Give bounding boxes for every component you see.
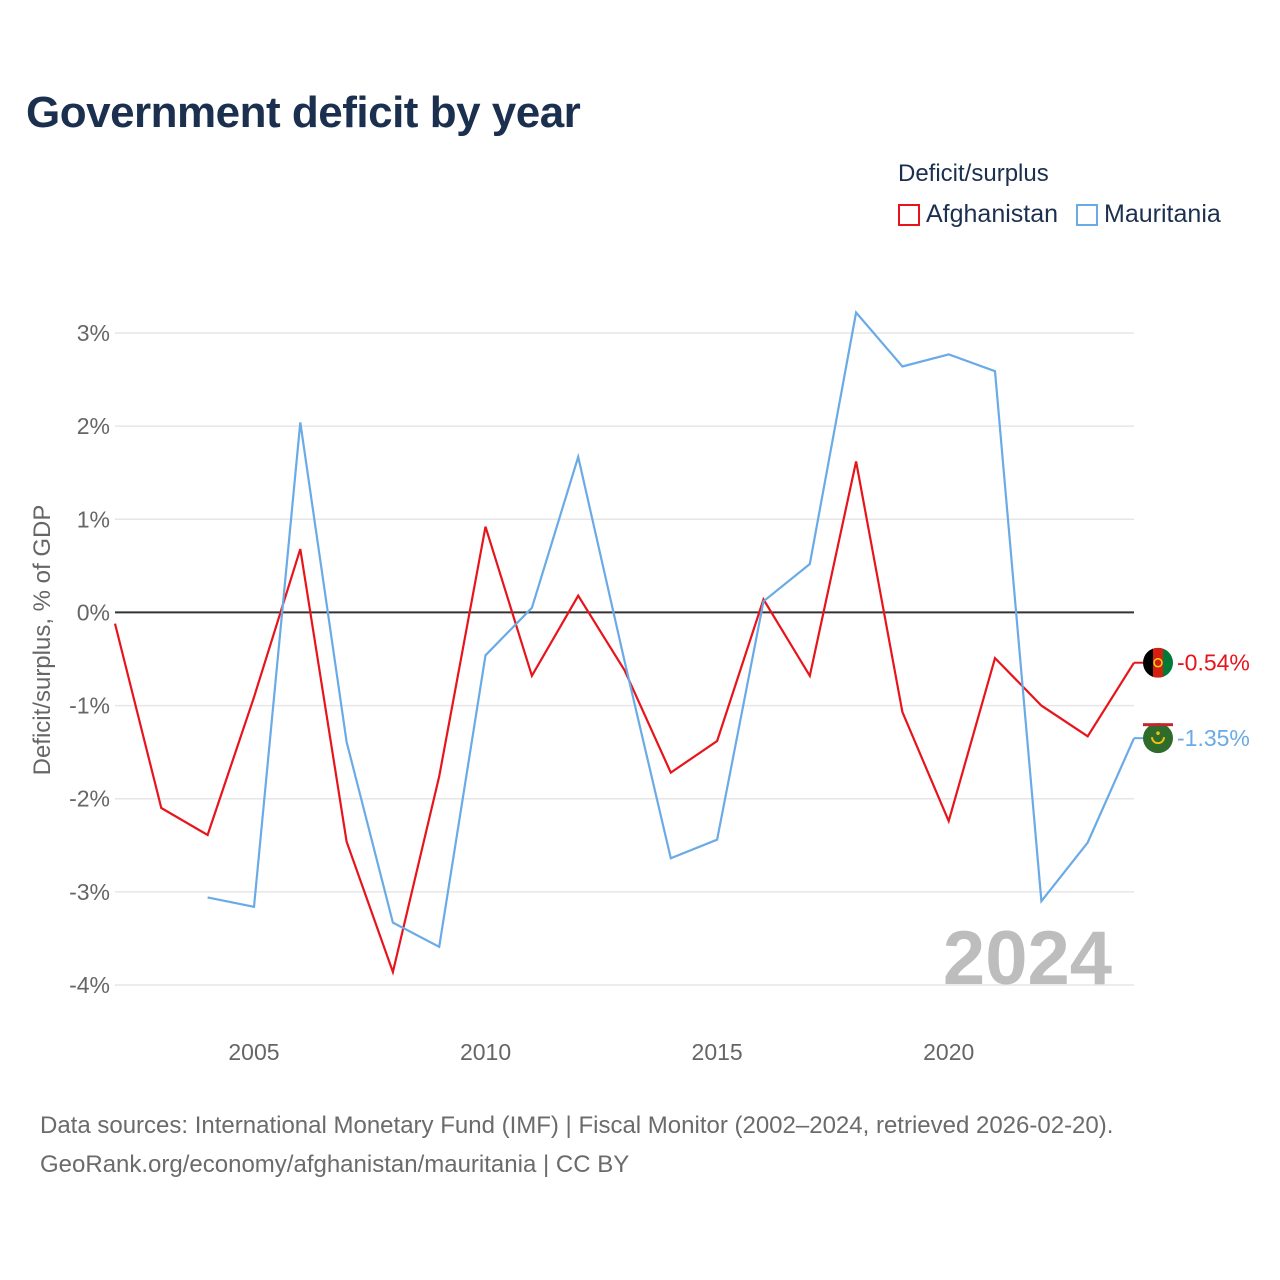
footer: Data sources: International Monetary Fun… [40, 1106, 1113, 1184]
legend-label-afghanistan: Afghanistan [926, 200, 1059, 228]
data-source-note: Data sources: International Monetary Fun… [40, 1112, 1114, 1139]
legend-swatch-afghanistan [898, 203, 920, 226]
y-tick-label: 2% [77, 413, 110, 439]
end-value-label-afghanistan: -0.54% [1177, 650, 1250, 676]
legend-label-mauritania: Mauritania [1104, 200, 1221, 228]
legend-item-afghanistan[interactable]: Afghanistan [898, 200, 1058, 229]
legend-swatch-mauritania [1076, 203, 1099, 226]
series-lines [113, 310, 1136, 976]
y-tick-label: -1% [69, 693, 110, 719]
chart-title: Government deficit by year [26, 88, 581, 137]
legend-item-mauritania[interactable]: Mauritania [1076, 200, 1221, 229]
legend-title: Deficit/surplus [898, 160, 1049, 187]
flag-icon-afghanistan [1143, 647, 1173, 678]
y-tick-label: -2% [69, 786, 110, 812]
x-tick-label: 2020 [923, 1039, 974, 1065]
gridlines [115, 332, 1134, 986]
y-tick-label: 1% [77, 506, 110, 532]
y-tick-label: 3% [77, 320, 110, 346]
y-tick-label: 0% [77, 599, 110, 625]
y-tick-label: -3% [69, 879, 110, 905]
x-tick-label: 2010 [460, 1039, 511, 1065]
series-line-mauritania [207, 310, 1136, 949]
y-axis: 3% 2% 1% 0% -1% -2% -3% -4% [69, 320, 110, 998]
series-line-afghanistan [113, 461, 1135, 976]
series-end-markers: -0.54% -1.35% [1134, 647, 1250, 754]
flag-icon-mauritania [1143, 723, 1173, 754]
x-tick-label: 2005 [228, 1039, 279, 1065]
year-watermark: 2024 [943, 916, 1112, 1001]
y-axis-label: Deficit/surplus, % of GDP [29, 505, 56, 776]
legend: Deficit/surplus Afghanistan Mauritania [898, 160, 1239, 229]
x-tick-label: 2015 [692, 1039, 743, 1065]
end-value-label-mauritania: -1.35% [1177, 725, 1250, 751]
x-axis: 2005 2010 2015 2020 [228, 1039, 974, 1065]
y-tick-label: -4% [69, 972, 110, 998]
source-url: GeoRank.org/economy/afghanistan/mauritan… [40, 1151, 630, 1178]
